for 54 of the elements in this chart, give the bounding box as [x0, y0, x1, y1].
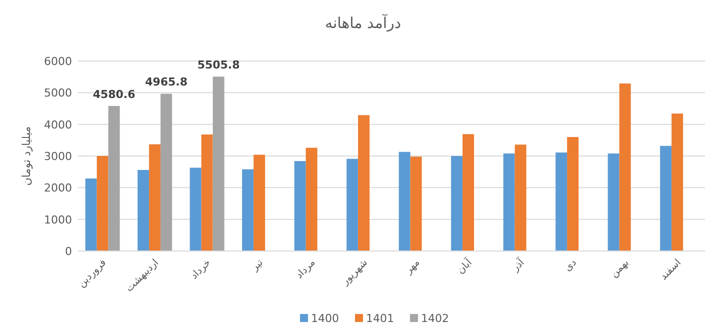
bar [294, 161, 306, 251]
bar [410, 156, 422, 251]
x-tick-label: آبان [454, 255, 476, 276]
x-tick-label: مرداد [294, 257, 318, 282]
legend-label: 1402 [421, 312, 449, 325]
data-label: 4965.8 [145, 76, 188, 89]
bar [306, 148, 318, 251]
bar [619, 83, 631, 251]
bar [503, 153, 515, 251]
bar [190, 168, 202, 251]
x-tick-label: شهریور [339, 257, 370, 288]
bar [660, 146, 672, 251]
y-tick-label: 2000 [44, 182, 72, 195]
bar [358, 115, 370, 251]
x-tick-label: فروردین [76, 257, 109, 290]
x-tick-label: بهمن [608, 257, 632, 280]
legend-label: 1401 [366, 312, 394, 325]
x-tick-label: اسفند [658, 257, 684, 282]
bar [462, 134, 474, 251]
bar [212, 76, 224, 251]
bar [149, 144, 161, 251]
y-tick-label: 5000 [44, 86, 72, 100]
bar [254, 154, 266, 251]
bar [201, 134, 213, 251]
data-label: 4580.6 [92, 88, 136, 101]
y-tick-label: 1000 [44, 213, 72, 226]
y-tick-label: 3000 [44, 150, 72, 163]
chart-title: درآمد ماهانه [324, 13, 402, 32]
x-tick-label: دی [562, 257, 579, 274]
bar [451, 156, 463, 251]
bar [160, 94, 172, 251]
y-tick-label: 6000 [44, 55, 72, 68]
bar [108, 106, 120, 251]
bar [672, 114, 684, 251]
bar [567, 137, 579, 251]
bar [514, 144, 526, 251]
bar [556, 152, 568, 251]
data-label: 5505.8 [197, 58, 240, 72]
bar [398, 152, 410, 251]
y-tick-label: 4000 [44, 118, 72, 132]
y-axis-title: میلیارد تومان [20, 126, 33, 186]
x-tick-label: خرداد [188, 257, 214, 282]
bar [608, 153, 620, 251]
bar [346, 158, 358, 251]
x-tick-label: مهر [402, 257, 422, 277]
x-tick-label: اردیبهشت [124, 257, 161, 294]
x-tick-label: آذر [508, 255, 528, 274]
bar [85, 178, 97, 251]
y-tick-label: 0 [65, 245, 72, 258]
legend-label: 1400 [311, 312, 339, 325]
bar [138, 170, 150, 251]
x-tick-label: تیر [248, 257, 266, 274]
bar [242, 169, 254, 251]
bar [96, 156, 108, 251]
